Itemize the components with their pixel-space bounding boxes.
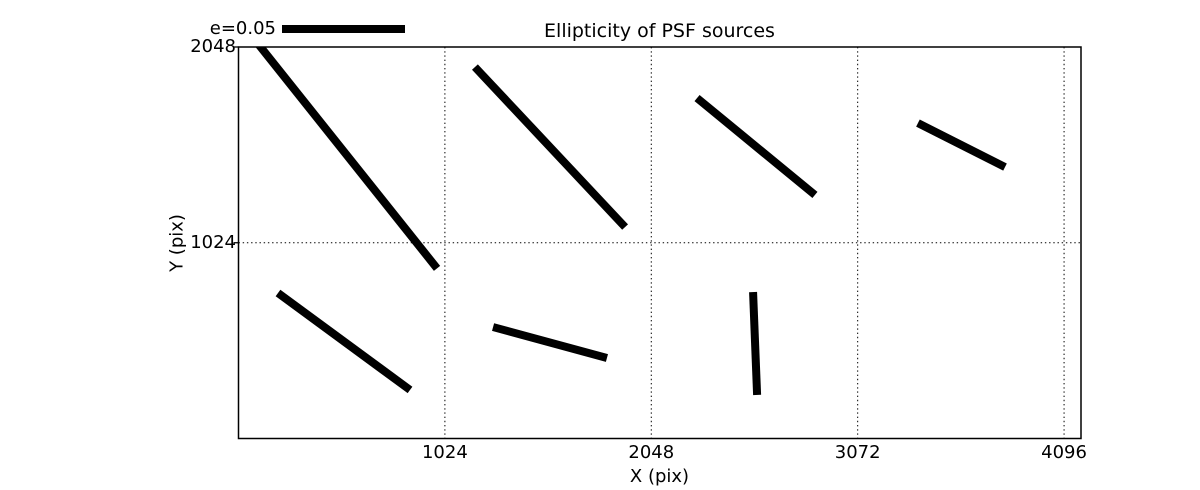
x-tick-label: 2048 — [628, 442, 675, 463]
legend-label: e=0.05 — [209, 18, 276, 39]
x-tick-label: 1024 — [421, 442, 468, 463]
plot-border — [237, 46, 1082, 440]
ellipticity-sticks — [255, 47, 1007, 396]
legend-scale-bar — [282, 25, 405, 33]
gridlines — [238, 46, 1081, 439]
chart-title: Ellipticity of PSF sources — [544, 20, 775, 42]
ellipticity-stick — [255, 47, 441, 271]
ellipticity-stick — [275, 289, 413, 394]
ellipticity-stick — [749, 291, 762, 396]
ellipticity-stick — [472, 64, 628, 230]
y-tick-label: 1024 — [190, 231, 236, 253]
axis-tick-marks — [233, 46, 239, 244]
x-axis-label: X (pix) — [629, 466, 690, 487]
ellipticity-stick — [916, 119, 1007, 171]
y-tick-label: 2048 — [190, 36, 236, 57]
x-tick-label: 4096 — [1041, 442, 1087, 463]
ellipticity-stick — [492, 323, 608, 362]
x-tick-label: 3072 — [834, 442, 881, 463]
ellipticity-stick — [694, 94, 818, 199]
y-axis-label: Y (pix) — [166, 214, 188, 272]
